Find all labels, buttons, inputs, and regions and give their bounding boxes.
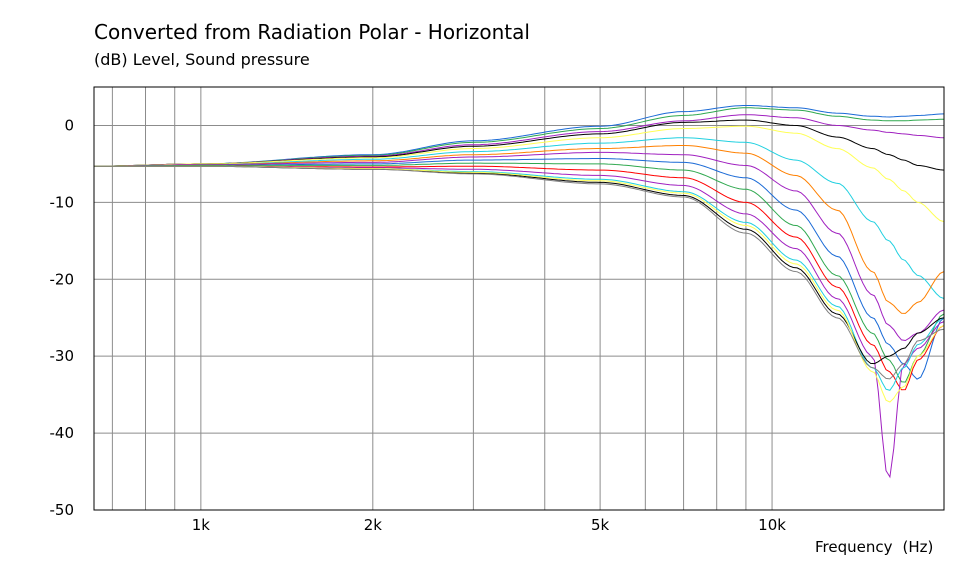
y-tick-label: -40 xyxy=(50,424,75,442)
x-axis-unit: (Hz) xyxy=(903,538,934,556)
series-layer xyxy=(94,105,945,479)
chart-title: Converted from Radiation Polar - Horizon… xyxy=(94,20,530,44)
series-line-5 xyxy=(94,125,945,223)
series-line-13 xyxy=(94,165,945,391)
y-tick-label: -10 xyxy=(50,193,75,211)
series-line-9 xyxy=(94,158,945,380)
x-axis-title: Frequency (Hz) xyxy=(815,538,933,556)
tick-label-layer: 0 -10 -20 -30 -40 -50 1k 2k 5k 10k xyxy=(50,116,787,534)
x-tick-label: 1k xyxy=(192,516,211,534)
grid-layer xyxy=(94,87,944,510)
series-line-14 xyxy=(94,165,945,365)
y-axis-unit: (dB) xyxy=(94,50,128,69)
series-line-1 xyxy=(94,105,945,167)
x-tick-label: 10k xyxy=(758,516,786,534)
series-line-16 xyxy=(94,165,945,380)
series-line-10 xyxy=(94,162,945,383)
x-tick-label: 5k xyxy=(591,516,610,534)
y-tick-label: 0 xyxy=(64,116,74,134)
y-tick-label: -30 xyxy=(50,347,75,365)
y-tick-label: -20 xyxy=(50,270,75,288)
x-axis-label: Frequency xyxy=(815,538,893,556)
y-axis-label: Level, Sound pressure xyxy=(132,50,310,69)
x-tick-label: 2k xyxy=(364,516,383,534)
series-line-8 xyxy=(94,151,945,342)
y-tick-label: -50 xyxy=(50,501,75,519)
chart-subtitle: (dB) Level, Sound pressure xyxy=(94,50,310,69)
plot-frame xyxy=(93,86,945,511)
